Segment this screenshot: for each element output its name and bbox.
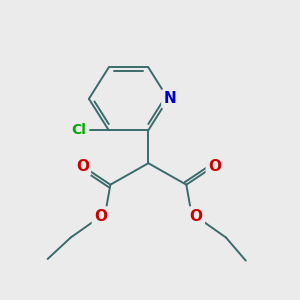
Text: Cl: Cl bbox=[72, 123, 86, 137]
Text: O: O bbox=[94, 208, 107, 224]
Text: O: O bbox=[208, 159, 221, 174]
Text: N: N bbox=[164, 91, 176, 106]
Text: O: O bbox=[76, 159, 89, 174]
Text: O: O bbox=[190, 208, 203, 224]
